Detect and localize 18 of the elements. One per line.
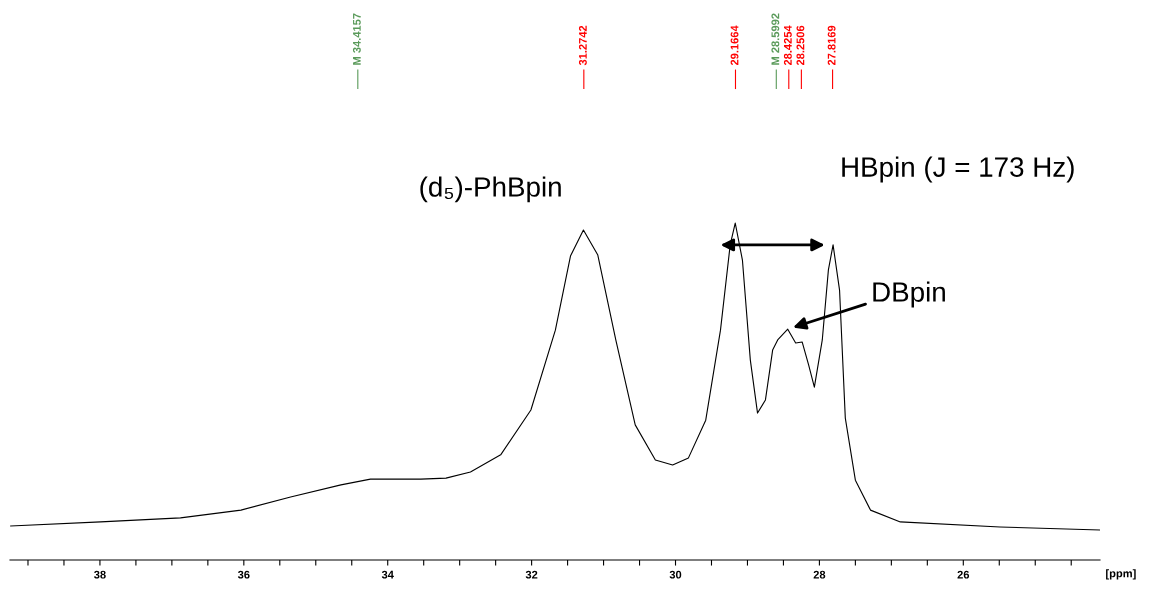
annotation: (d₅)-PhBpin	[420, 176, 561, 203]
x-axis-title: [ppm]	[1106, 569, 1136, 580]
ref-line-label: 28.4254	[783, 25, 792, 66]
x-tick-label: 34	[381, 570, 394, 579]
annotation: DBpin	[873, 281, 945, 308]
x-tick-label: 38	[94, 570, 106, 579]
x-tick-label: 30	[669, 570, 682, 579]
ref-line-label: M 34.4157	[352, 13, 361, 65]
annotation: HBpin (J = 173 Hz)	[842, 156, 1074, 183]
ref-line-label: 31.2742	[578, 25, 587, 66]
ref-line-label: 27.8169	[827, 25, 836, 66]
x-tick-label: 28	[813, 570, 826, 579]
ref-line-label: 29.1664	[730, 25, 739, 66]
x-tick-label: 32	[525, 570, 538, 579]
ref-line-label: 28.2506	[796, 25, 805, 66]
x-tick-label: 36	[237, 570, 250, 579]
x-tick-label: 26	[957, 570, 970, 579]
ref-line-label: M 28.5992	[771, 13, 780, 65]
